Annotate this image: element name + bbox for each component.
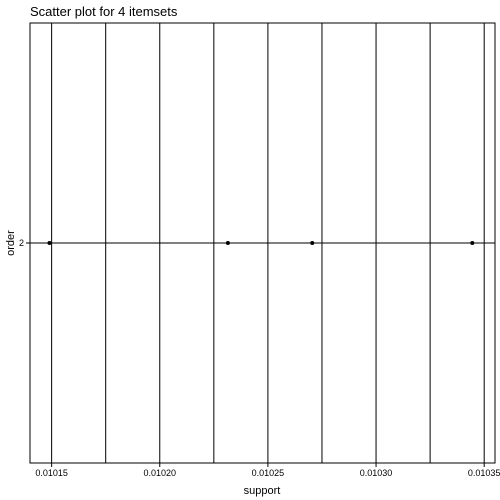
y-axis-label: order	[5, 230, 17, 256]
data-points	[47, 241, 475, 245]
chart-title: Scatter plot for 4 itemsets	[30, 4, 178, 19]
x-tick-label: 0.01035	[468, 468, 500, 478]
x-tick-label: 0.01015	[35, 468, 68, 478]
data-point	[310, 241, 315, 245]
x-tick-label: 0.01025	[252, 468, 285, 478]
x-tick-label: 0.01030	[360, 468, 393, 478]
y-axis-ticks: 2	[19, 238, 30, 248]
data-point	[47, 241, 52, 245]
y-tick-label: 2	[19, 238, 24, 248]
x-axis-ticks: 0.01015 0.01020 0.01025 0.01030 0.01035	[35, 463, 500, 478]
x-axis-label: support	[244, 485, 281, 497]
x-tick-label: 0.01020	[143, 468, 176, 478]
data-point	[470, 241, 475, 245]
data-point	[225, 241, 230, 245]
grid-lines	[30, 23, 495, 463]
